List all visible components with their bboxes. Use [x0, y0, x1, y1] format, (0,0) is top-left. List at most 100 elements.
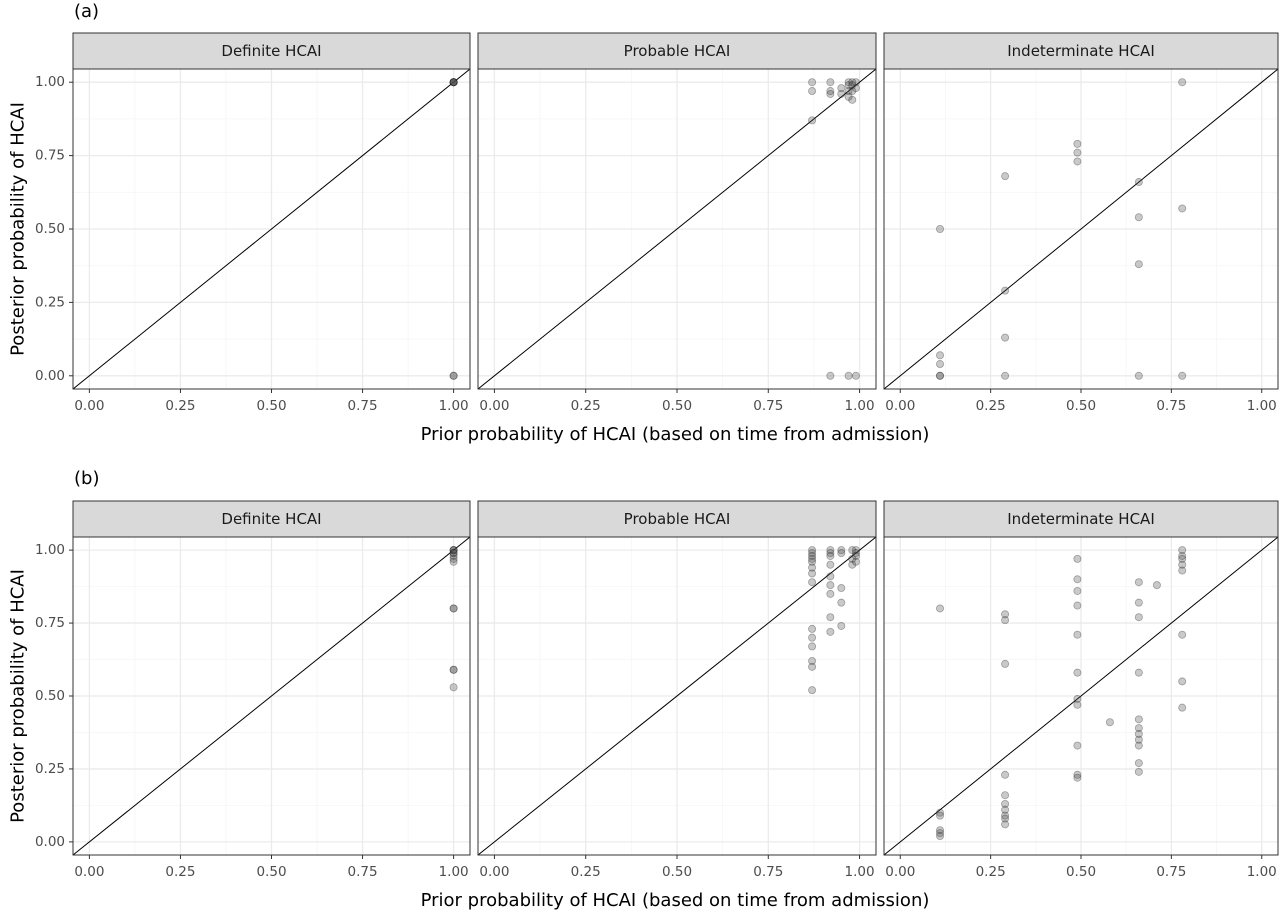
data-point: [826, 589, 835, 598]
facet-strip-label: Indeterminate HCAI: [1007, 42, 1155, 60]
data-point: [1001, 814, 1010, 823]
data-point: [1001, 820, 1010, 829]
data-point: [936, 832, 945, 841]
data-point: [1073, 554, 1082, 563]
data-point: [1178, 560, 1187, 569]
panel-tag: (b): [74, 468, 99, 489]
data-point: [1178, 554, 1187, 563]
data-point: [837, 598, 846, 607]
data-point: [808, 624, 817, 633]
facet-panel: Indeterminate HCAI 0.00 0.25 0.50 0.75 1.00: [883, 32, 1279, 414]
data-point: [449, 78, 458, 87]
data-point: [851, 551, 860, 560]
facet-panel: Indeterminate HCAI 0.00 0.25 0.50 0.75 1.00: [883, 500, 1279, 880]
x-tick-label: 0.75: [1156, 864, 1186, 880]
data-point: [449, 546, 458, 555]
x-tick-label: 0.75: [753, 864, 783, 880]
reference-line-y-equals-x: [478, 69, 876, 389]
data-point: [808, 563, 817, 572]
facet-panel: Probable HCAI 0.00 0.25 0.50 0.75 1.00: [477, 500, 877, 880]
data-point: [808, 569, 817, 578]
data-point: [449, 604, 458, 613]
facet-strip-label: Indeterminate HCAI: [1007, 510, 1155, 528]
data-point: [1134, 613, 1143, 622]
y-tick-label: 1.00: [35, 542, 65, 558]
data-point: [1073, 601, 1082, 610]
data-point: [808, 78, 817, 87]
data-point: [1001, 791, 1010, 800]
data-point: [1134, 371, 1143, 380]
data-point: [848, 560, 857, 569]
data-point: [449, 549, 458, 558]
reference-line-y-equals-x: [73, 537, 470, 855]
x-tick-label: 0.50: [1066, 398, 1096, 414]
y-tick-label: 0.75: [35, 148, 65, 164]
data-point: [837, 84, 846, 93]
y-tick-label: 0.00: [35, 834, 65, 850]
x-tick-label: 0.00: [885, 398, 915, 414]
data-point: [449, 683, 458, 692]
x-tick-label: 0.75: [348, 398, 378, 414]
x-tick-label: 1.00: [1247, 398, 1277, 414]
data-point: [1134, 213, 1143, 222]
x-tick-label: 0.25: [165, 864, 195, 880]
facet-strip: [477, 32, 877, 70]
data-point: [936, 808, 945, 817]
data-point: [1073, 773, 1082, 782]
data-point: [1134, 759, 1143, 768]
chart-a: (a) Posterior probability of HCAI Prior pr…: [8, 1, 1279, 445]
x-tick-label: 1.00: [1247, 864, 1277, 880]
reference-line-y-equals-x: [73, 69, 470, 389]
facet-panel: Probable HCAI 0.00 0.25 0.50 0.75 1.00: [477, 32, 877, 414]
x-tick-label: 1.00: [439, 398, 469, 414]
data-point: [844, 87, 853, 96]
y-tick-label: 0.25: [35, 294, 65, 310]
data-point: [1134, 735, 1143, 744]
x-tick-label: 0.50: [256, 864, 286, 880]
data-point: [851, 549, 860, 558]
reference-line-y-equals-x: [884, 69, 1278, 389]
data-point: [837, 584, 846, 593]
data-point: [826, 546, 835, 555]
data-point: [826, 549, 835, 558]
data-point: [936, 371, 945, 380]
x-tick-label: 0.25: [571, 398, 601, 414]
data-point: [808, 554, 817, 563]
x-tick-label: 1.00: [845, 864, 875, 880]
x-tick-label: 0.25: [571, 864, 601, 880]
x-tick-label: 0.00: [74, 398, 104, 414]
x-tick-label: 0.00: [479, 398, 509, 414]
data-point: [1001, 659, 1010, 668]
data-point: [848, 78, 857, 87]
data-point: [1001, 805, 1010, 814]
data-point: [1134, 715, 1143, 724]
y-axis-title: Posterior probability of HCAI: [8, 102, 29, 356]
x-tick-label: 0.00: [479, 864, 509, 880]
data-point: [826, 78, 835, 87]
y-tick-label: 1.00: [35, 74, 65, 90]
data-point: [449, 78, 458, 87]
facet-strip-label: Probable HCAI: [624, 42, 731, 60]
data-point: [449, 371, 458, 380]
data-point: [1134, 578, 1143, 587]
data-point: [808, 546, 817, 555]
data-point: [1001, 610, 1010, 619]
data-point: [1134, 598, 1143, 607]
data-point: [851, 78, 860, 87]
data-point: [808, 662, 817, 671]
data-point: [826, 613, 835, 622]
data-point: [936, 351, 945, 360]
data-point: [449, 549, 458, 558]
data-point: [1178, 551, 1187, 560]
data-point: [936, 811, 945, 820]
data-point: [826, 627, 835, 636]
facet-strip: [72, 32, 471, 70]
data-point: [449, 551, 458, 560]
data-point: [1178, 78, 1187, 87]
data-point: [1178, 630, 1187, 639]
data-point: [936, 826, 945, 835]
data-point: [449, 665, 458, 674]
data-point: [1001, 172, 1010, 181]
data-point: [848, 87, 857, 96]
